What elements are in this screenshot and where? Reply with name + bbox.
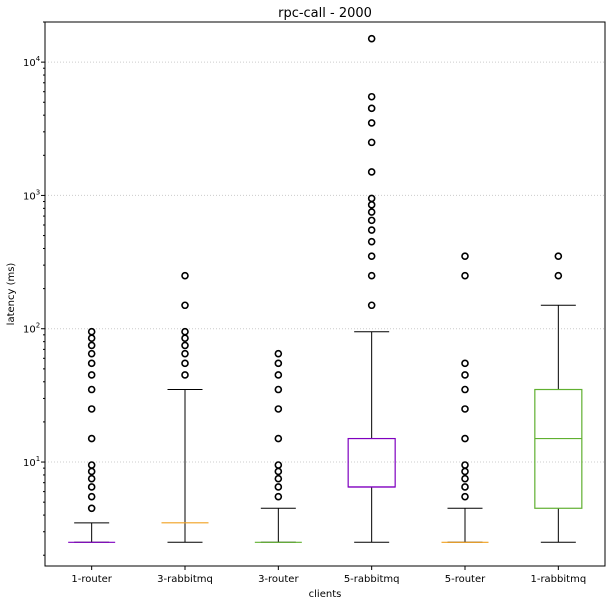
x-tick-label: 5-rabbitmq — [344, 574, 400, 585]
box-5-router — [441, 252, 489, 543]
outlier-point — [181, 327, 189, 336]
outlier-point — [87, 341, 96, 350]
x-tick-label: 1-rabbitmq — [530, 574, 586, 585]
outlier-point — [274, 371, 283, 379]
outlier-point — [461, 461, 469, 469]
outlier-point — [87, 371, 96, 379]
outlier-point — [461, 492, 469, 501]
box-3-rabbitmq — [161, 271, 209, 543]
outlier-point — [367, 271, 376, 280]
outlier-point — [87, 461, 96, 469]
outlier-point — [274, 483, 283, 491]
y-tick-label: 102 — [23, 322, 40, 336]
outlier-point — [367, 252, 376, 261]
y-tick-label: 104 — [23, 55, 41, 69]
x-tick-label: 3-router — [258, 574, 299, 585]
outlier-point — [181, 301, 189, 310]
outlier-point — [274, 405, 283, 413]
outlier-point — [367, 237, 376, 246]
chart-title: rpc-call - 2000 — [278, 6, 372, 21]
outlier-point — [274, 474, 283, 483]
outlier-point — [367, 201, 376, 209]
outlier-point — [87, 474, 96, 483]
outlier-point — [461, 371, 469, 379]
outlier-point — [181, 359, 189, 368]
outlier-point — [554, 252, 563, 261]
outlier-point — [367, 104, 376, 113]
x-tick-label: 5-router — [445, 574, 486, 585]
outlier-point — [461, 405, 469, 413]
y-tick-label: 101 — [23, 455, 40, 469]
outlier-point — [367, 119, 376, 127]
outlier-point — [461, 467, 469, 476]
outlier-point — [461, 271, 469, 280]
outlier-point — [367, 216, 376, 225]
outlier-point — [274, 434, 283, 443]
outlier-point — [367, 208, 376, 216]
outlier-point — [87, 405, 96, 413]
y-tick-exponent: 2 — [36, 322, 40, 330]
outlier-point — [87, 492, 96, 501]
y-tick-label: 103 — [23, 188, 40, 202]
box — [534, 388, 583, 509]
outlier-point — [87, 327, 96, 336]
outlier-point — [87, 334, 96, 342]
box-3-router — [254, 349, 302, 543]
outlier-point — [87, 359, 96, 368]
outlier-point — [367, 168, 376, 176]
y-tick-exponent: 4 — [36, 55, 41, 63]
outlier-point — [87, 483, 96, 491]
outlier-point — [554, 271, 563, 280]
outlier-point — [461, 385, 469, 394]
outlier-point — [181, 349, 189, 358]
outlier-point — [274, 349, 283, 358]
outlier-point — [461, 359, 469, 368]
outlier-point — [87, 349, 96, 358]
x-axis-label: clients — [309, 589, 342, 600]
outlier-point — [274, 492, 283, 501]
outlier-point — [367, 138, 376, 147]
outlier-point — [367, 226, 376, 234]
outlier-point — [87, 467, 96, 476]
outlier-point — [461, 434, 469, 443]
x-tick-label: 1-router — [71, 574, 112, 585]
outlier-point — [274, 385, 283, 394]
box-5-rabbitmq — [347, 34, 396, 543]
outlier-point — [367, 194, 376, 203]
outlier-point — [87, 434, 96, 443]
outlier-point — [461, 252, 469, 261]
box-1-router — [68, 327, 116, 543]
outlier-point — [181, 341, 189, 350]
outlier-point — [461, 474, 469, 483]
outlier-point — [461, 483, 469, 491]
outlier-point — [274, 467, 283, 476]
plot-frame — [44, 21, 606, 567]
outlier-point — [87, 385, 96, 394]
outlier-point — [181, 334, 189, 342]
x-tick-label: 3-rabbitmq — [157, 574, 213, 585]
outlier-point — [367, 301, 376, 310]
y-tick-exponent: 3 — [36, 188, 40, 196]
outlier-point — [274, 461, 283, 469]
outlier-point — [181, 271, 189, 280]
box — [347, 437, 396, 488]
outlier-point — [87, 504, 96, 513]
y-tick-exponent: 1 — [36, 455, 40, 463]
outlier-point — [367, 34, 376, 43]
outlier-point — [367, 92, 376, 101]
outlier-point — [274, 359, 283, 368]
y-axis-label: latency (ms) — [6, 263, 17, 326]
box-1-rabbitmq — [534, 252, 583, 543]
outlier-point — [181, 371, 189, 379]
